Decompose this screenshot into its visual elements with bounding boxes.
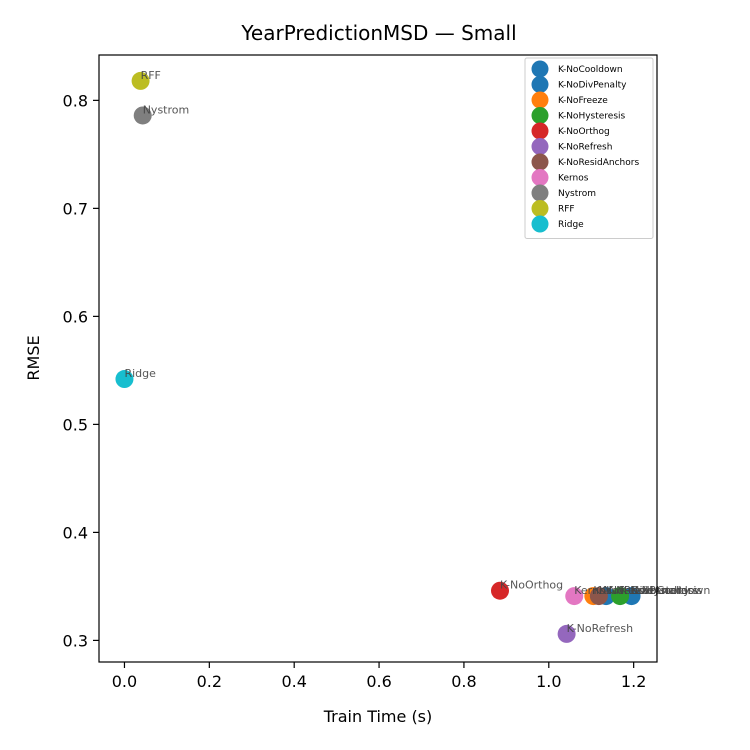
y-axis-ticks: 0.3 0.4 0.5 0.6 0.7 0.8 <box>63 91 99 650</box>
data-point <box>589 587 608 606</box>
y-axis-label: RMSE <box>24 335 43 380</box>
legend-entry: K-NoRefresh <box>558 143 612 153</box>
point-label: K-NoRefresh <box>567 622 634 635</box>
x-tick-label: 0.4 <box>281 672 306 691</box>
x-tick-label: 1.0 <box>536 672 561 691</box>
y-tick-label: 0.4 <box>63 523 88 542</box>
legend-entry: K-NoOrthog <box>558 127 610 137</box>
legend-box <box>524 57 654 239</box>
point-label: K-NoFreeze <box>593 584 654 597</box>
legend-entry: K-NoDivPenalty <box>558 81 627 91</box>
data-point <box>611 587 630 606</box>
legend-marker <box>531 169 549 186</box>
legend-marker <box>531 153 549 171</box>
legend-entry: K-NoFreeze <box>558 96 608 106</box>
x-tick-label: 0.0 <box>112 672 137 691</box>
legend-marker <box>531 215 549 233</box>
point-label: Ridge <box>124 367 156 380</box>
y-tick-label: 0.5 <box>63 415 88 434</box>
point-label: Kernos <box>574 584 611 597</box>
legend-entry: K-NoResidAnchors <box>558 158 639 168</box>
point-label: RFF <box>141 69 161 82</box>
legend-marker <box>531 184 549 202</box>
legend-marker <box>531 138 549 155</box>
y-tick-label: 0.6 <box>63 307 88 326</box>
data-point <box>565 587 584 606</box>
legend-entry: K-NoHysteresis <box>558 112 626 122</box>
data-point <box>131 71 150 90</box>
x-tick-label: 0.6 <box>366 672 391 691</box>
legend-marker <box>531 200 549 217</box>
point-label: K-NoResidAnchors <box>599 584 698 597</box>
legend-marker <box>531 91 549 109</box>
plot-points <box>115 71 641 643</box>
legend-marker <box>531 122 549 140</box>
legend-entry: Ridge <box>558 220 584 230</box>
x-axis-label: Train Time (s) <box>323 707 433 726</box>
legend-entry: Kernos <box>558 174 589 184</box>
point-label: K-NoOrthog <box>500 579 563 592</box>
y-tick-label: 0.3 <box>63 631 88 650</box>
point-label: Nystrom <box>143 103 190 116</box>
point-label: K-NoHysteresis <box>620 584 702 597</box>
legend-marker <box>531 60 549 78</box>
point-label: K-NoDivPenalty <box>606 584 690 597</box>
data-point <box>133 106 152 125</box>
chart-title: YearPredictionMSD — Small <box>240 21 516 45</box>
x-tick-label: 1.2 <box>621 672 646 691</box>
legend-entry: RFF <box>558 205 575 215</box>
x-axis-ticks: 0.0 0.2 0.4 0.6 0.8 1.0 1.2 <box>112 662 646 691</box>
point-label: K-NoCooldown <box>632 584 711 597</box>
x-tick-label: 0.2 <box>197 672 222 691</box>
y-tick-label: 0.7 <box>63 199 88 218</box>
data-point <box>557 624 576 643</box>
legend: K-NoCooldown K-NoDivPenalty K-NoFreeze K-No… <box>524 57 654 239</box>
y-tick-label: 0.8 <box>63 91 88 110</box>
legend-marker <box>531 76 549 93</box>
legend-entry: Nystrom <box>558 189 596 199</box>
data-point <box>490 581 509 600</box>
plot-frame <box>98 54 658 663</box>
legend-marker <box>531 107 549 124</box>
data-point <box>115 370 134 389</box>
x-tick-label: 0.8 <box>451 672 476 691</box>
point-labels: K-NoCooldownK-NoDivPenaltyK-NoFreezeK-No… <box>124 69 710 635</box>
legend-entry: K-NoCooldown <box>558 65 623 75</box>
